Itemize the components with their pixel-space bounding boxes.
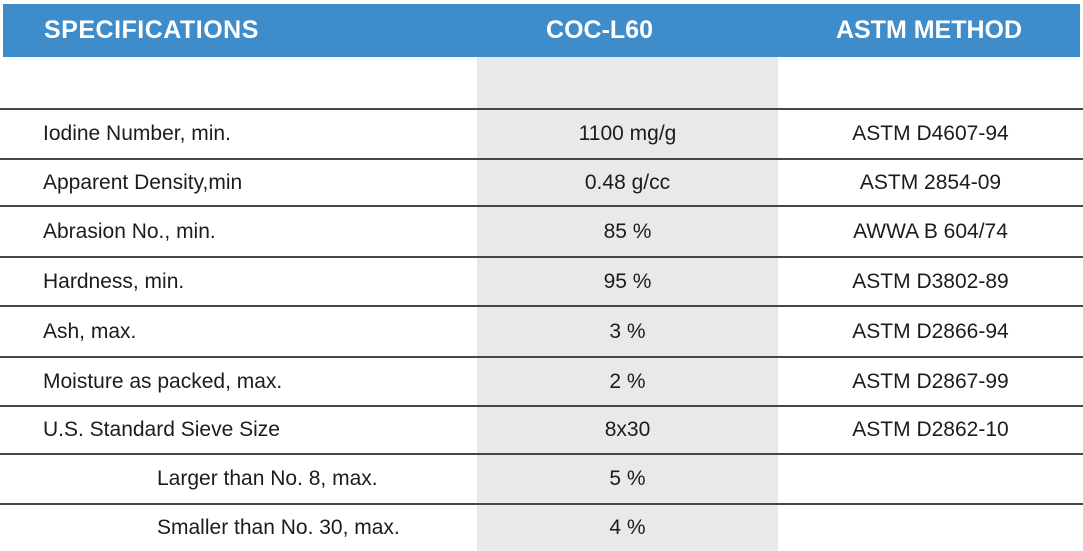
method-cell: ASTM D4607-94 bbox=[852, 122, 1009, 145]
column-header-astm-method: ASTM METHOD bbox=[835, 16, 1023, 44]
spec-cell: Larger than No. 8, max. bbox=[157, 467, 378, 490]
value-cell: 4 % bbox=[609, 516, 646, 539]
method-cell: ASTM D2867-99 bbox=[852, 369, 1009, 393]
value-cell: 0.48 g/cc bbox=[584, 170, 671, 194]
method-cell: ASTM 2854-09 bbox=[859, 170, 1002, 194]
value-cell: 3 % bbox=[609, 319, 646, 343]
value-cell: 5 % bbox=[609, 467, 646, 490]
table-row-larger-than-no8: Larger than No. 8, max. 5 % bbox=[0, 455, 1083, 505]
value-cell: 95 % bbox=[603, 269, 652, 293]
value-cell: 1100 mg/g bbox=[578, 122, 677, 145]
spec-cell: Iodine Number, min. bbox=[43, 122, 231, 145]
spec-cell: Moisture as packed, max. bbox=[43, 369, 283, 393]
value-cell: 85 % bbox=[603, 219, 652, 243]
value-cell: 2 % bbox=[609, 369, 646, 393]
table-row-smaller-than-no30: Smaller than No. 30, max. 4 % bbox=[0, 505, 1083, 551]
method-cell: ASTM D2862-10 bbox=[852, 418, 1009, 441]
value-cell: 8x30 bbox=[604, 418, 651, 441]
table-row-sieve-size: U.S. Standard Sieve Size 8x30 ASTM D2862… bbox=[0, 407, 1083, 455]
table-row-apparent-density: Apparent Density,min 0.48 g/cc ASTM 2854… bbox=[0, 160, 1083, 207]
spec-cell: Smaller than No. 30, max. bbox=[157, 516, 400, 539]
spec-cell: Apparent Density,min bbox=[43, 170, 243, 194]
column-header-specifications: SPECIFICATIONS bbox=[44, 16, 259, 44]
table-row-abrasion-no: Abrasion No., min. 85 % AWWA B 604/74 bbox=[0, 207, 1083, 258]
spec-table-body: Iodine Number, min. 1100 mg/g ASTM D4607… bbox=[0, 57, 1083, 551]
table-row-hardness: Hardness, min. 95 % ASTM D3802-89 bbox=[0, 258, 1083, 307]
table-header: SPECIFICATIONS COC-L60 ASTM METHOD bbox=[3, 4, 1080, 57]
spec-cell: Abrasion No., min. bbox=[43, 219, 216, 243]
table-row-iodine-number: Iodine Number, min. 1100 mg/g ASTM D4607… bbox=[0, 110, 1083, 160]
method-cell: ASTM D3802-89 bbox=[852, 269, 1009, 293]
spec-cell: Ash, max. bbox=[43, 319, 137, 343]
method-cell: ASTM D2866-94 bbox=[852, 319, 1009, 343]
method-cell: AWWA B 604/74 bbox=[853, 219, 1008, 243]
value-column-background bbox=[477, 57, 778, 551]
spacer-row bbox=[0, 57, 1083, 110]
table-row-moisture: Moisture as packed, max. 2 % ASTM D2867-… bbox=[0, 358, 1083, 407]
column-header-product: COC-L60 bbox=[546, 16, 653, 44]
spec-cell: U.S. Standard Sieve Size bbox=[43, 418, 280, 441]
table-row-ash: Ash, max. 3 % ASTM D2866-94 bbox=[0, 307, 1083, 358]
spec-cell: Hardness, min. bbox=[43, 269, 185, 293]
